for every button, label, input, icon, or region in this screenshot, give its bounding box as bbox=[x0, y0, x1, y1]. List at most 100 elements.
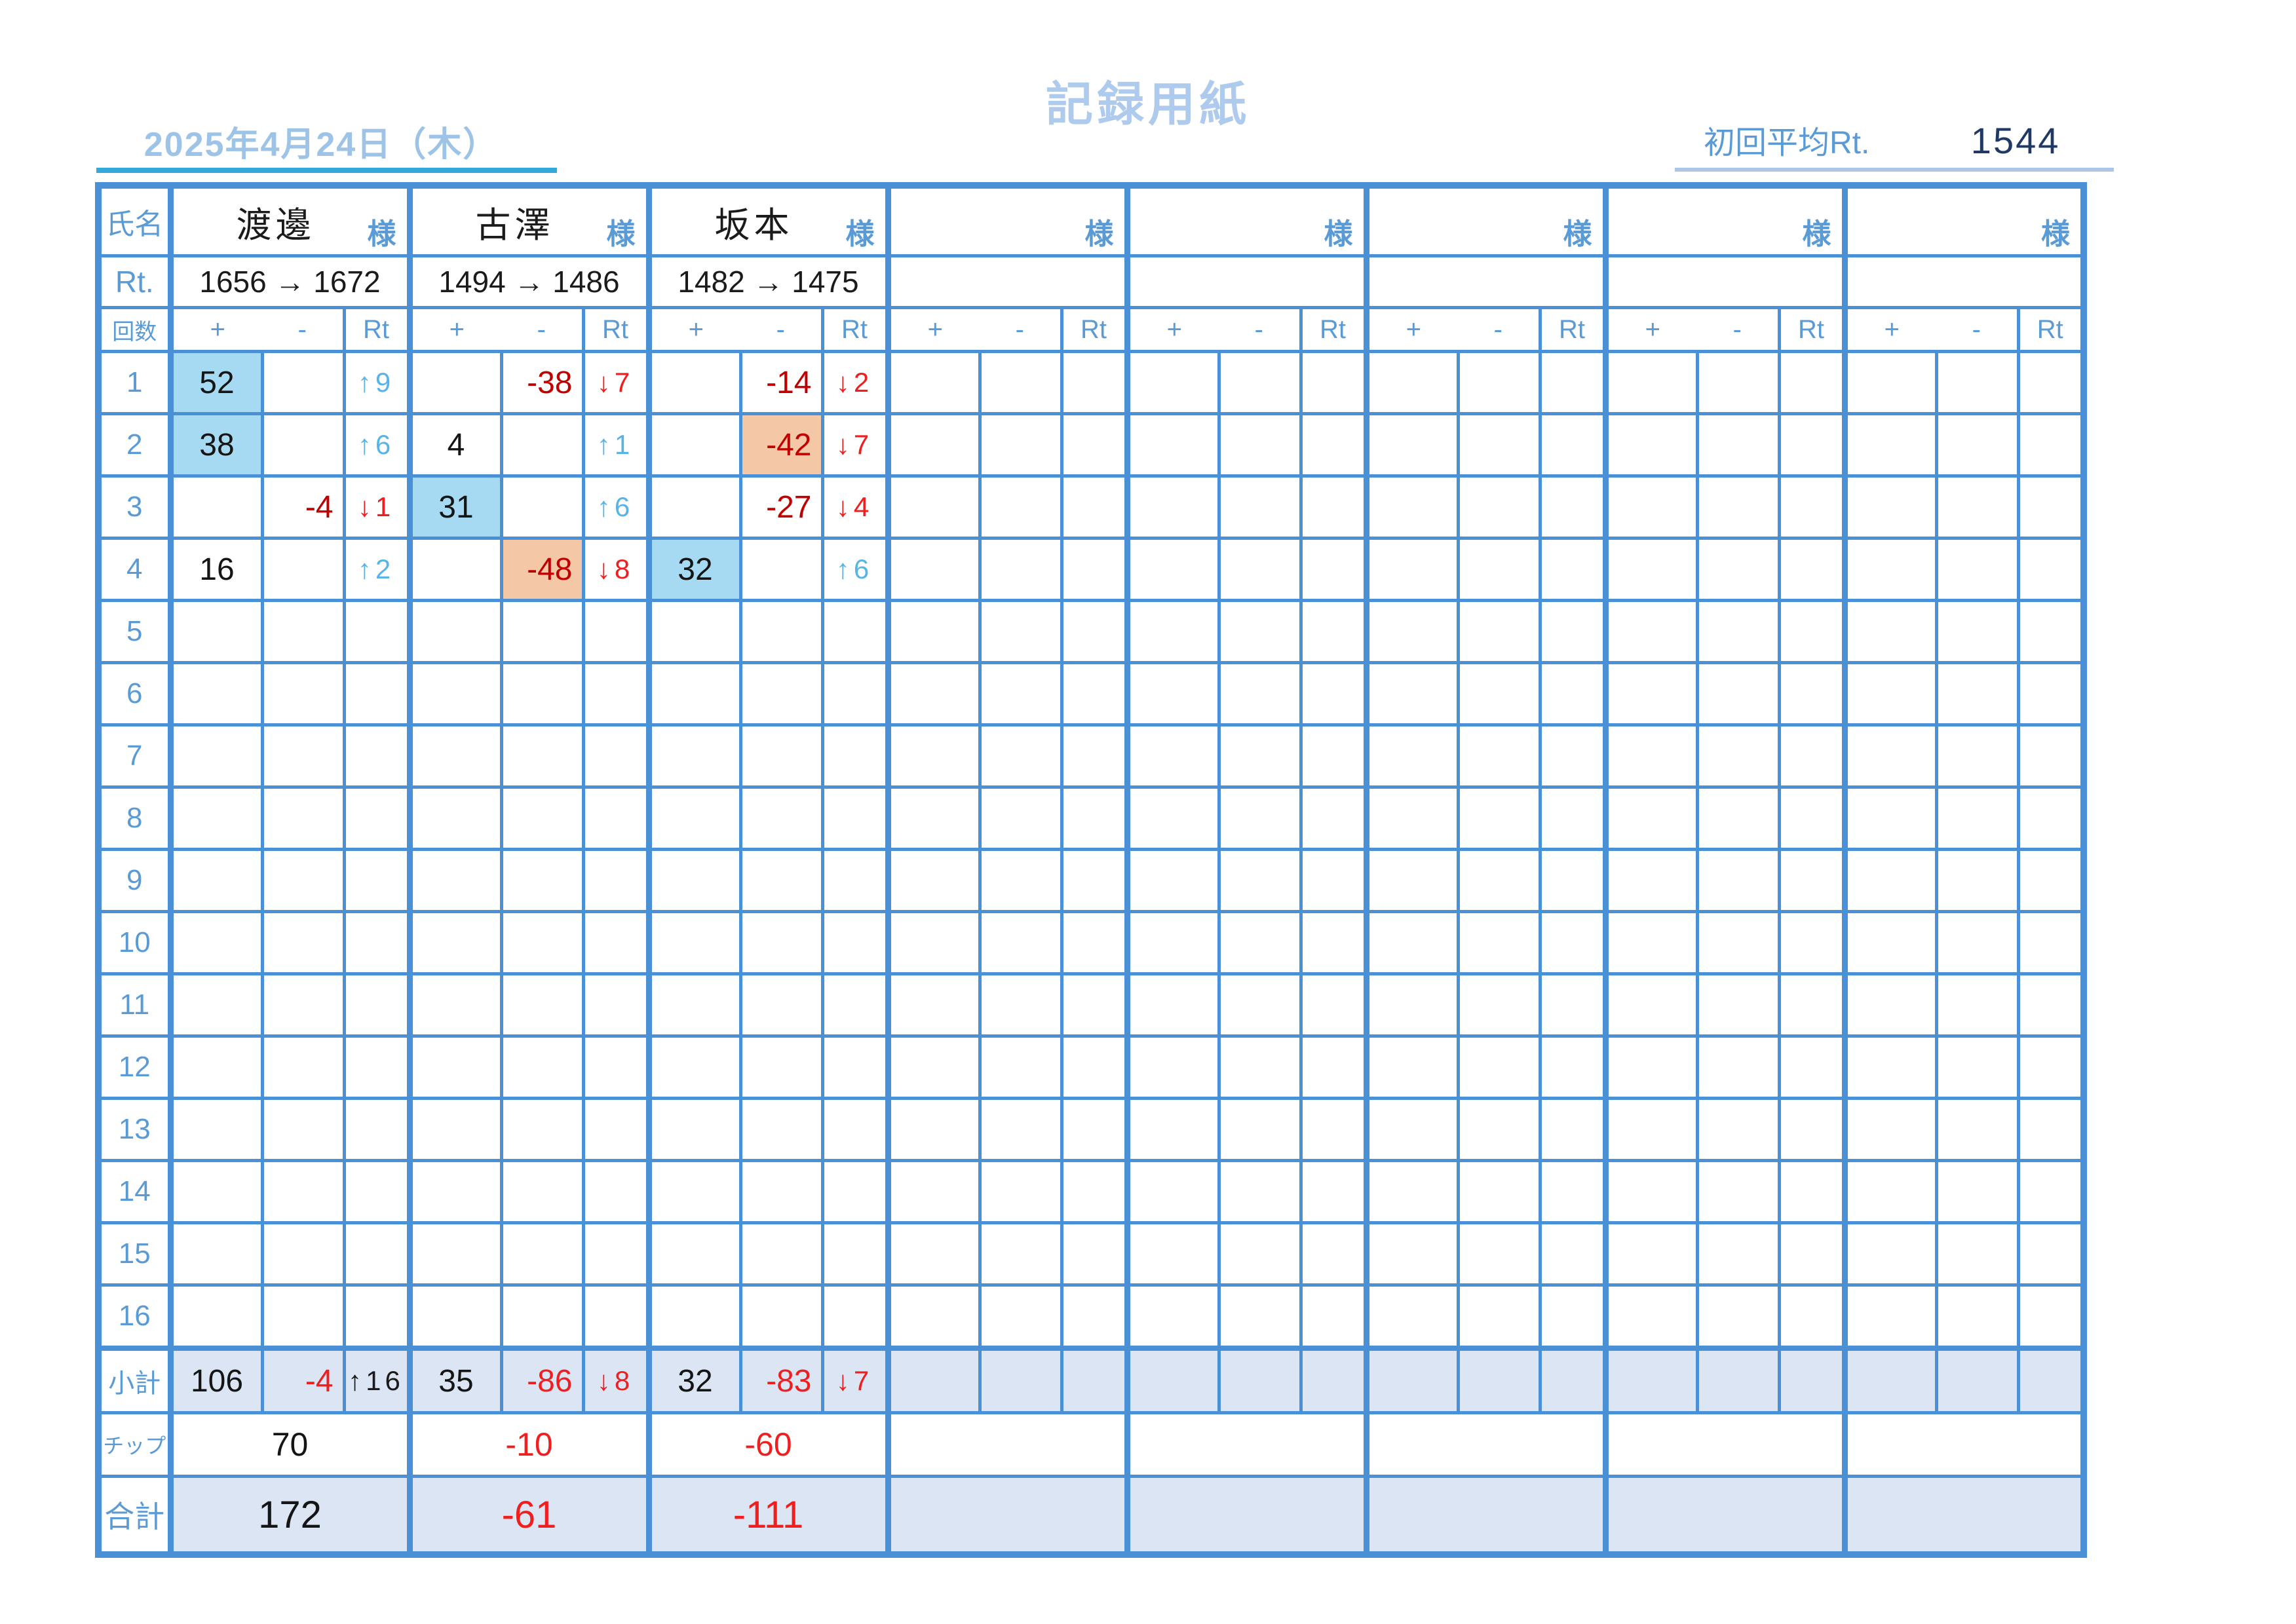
score-minus-cell bbox=[260, 412, 346, 478]
player-name-cell: 様 bbox=[1125, 183, 1369, 257]
score-plus-cell bbox=[647, 972, 741, 1038]
player-name-cell: 古澤 様 bbox=[408, 183, 652, 257]
score-minus-cell bbox=[260, 1159, 346, 1224]
score-plus-cell bbox=[408, 972, 502, 1038]
score-minus-cell bbox=[260, 848, 346, 913]
score-minus-cell bbox=[1934, 848, 2020, 913]
rt-change-cell bbox=[820, 910, 891, 975]
score-minus-cell bbox=[260, 1034, 346, 1100]
round-row: 1 52 ↑9 -38 ↓7 -14 ↓2 bbox=[96, 350, 2087, 415]
rt-change-cell bbox=[820, 848, 891, 913]
rt-change-cell bbox=[1060, 474, 1130, 540]
score-minus-cell bbox=[978, 848, 1063, 913]
score-plus-cell bbox=[886, 848, 980, 913]
score-plus-cell bbox=[1364, 350, 1459, 415]
score-plus-cell bbox=[886, 910, 980, 975]
rt-change-cell bbox=[1777, 1221, 1848, 1287]
score-plus-cell bbox=[408, 1034, 502, 1100]
round-number: 12 bbox=[96, 1034, 174, 1100]
rt-change-cell bbox=[1538, 1221, 1609, 1287]
rt-transition-cell bbox=[1125, 254, 1369, 309]
score-minus-cell bbox=[1934, 350, 2020, 415]
score-minus-cell bbox=[1934, 1221, 2020, 1287]
score-plus-cell bbox=[1364, 1221, 1459, 1287]
rt-change-cell bbox=[2016, 537, 2087, 602]
score-minus-cell bbox=[978, 1097, 1063, 1162]
rt-change-cell bbox=[1538, 537, 1609, 602]
score-plus-cell bbox=[1603, 910, 1698, 975]
score-minus-cell bbox=[260, 785, 346, 851]
score-minus-cell bbox=[978, 1221, 1063, 1287]
score-minus-cell bbox=[1456, 1283, 1542, 1351]
rt-change-cell: ↓4 bbox=[820, 474, 891, 540]
score-minus-cell bbox=[499, 1159, 585, 1224]
rt-change-cell bbox=[1060, 723, 1130, 789]
rt-change-cell bbox=[1777, 661, 1848, 727]
score-minus-cell bbox=[1217, 972, 1303, 1038]
round-number: 11 bbox=[96, 972, 174, 1038]
rt-change-cell bbox=[581, 599, 652, 664]
score-minus-cell bbox=[978, 1283, 1063, 1351]
score-minus-cell bbox=[1934, 1283, 2020, 1351]
rt-change-cell bbox=[1060, 661, 1130, 727]
rt-change-cell bbox=[1538, 1097, 1609, 1162]
subtotal-rt-cell bbox=[1299, 1346, 1369, 1414]
rt-change-cell bbox=[820, 1034, 891, 1100]
score-plus-cell bbox=[886, 474, 980, 540]
avg-rt-value: 1544 bbox=[1970, 120, 2061, 161]
score-minus-cell bbox=[738, 1034, 824, 1100]
score-minus-cell bbox=[1217, 1221, 1303, 1287]
score-plus-cell bbox=[647, 848, 741, 913]
score-minus-cell bbox=[1934, 972, 2020, 1038]
round-number: 1 bbox=[96, 350, 174, 415]
rt-change-cell bbox=[1538, 972, 1609, 1038]
subtotal-minus-cell bbox=[1217, 1346, 1303, 1414]
rt-change-cell bbox=[2016, 661, 2087, 727]
score-plus-cell bbox=[1603, 474, 1698, 540]
initial-average-rt: 初回平均Rt. 1544 bbox=[1675, 117, 2114, 162]
player-name-inner: 様 bbox=[1609, 189, 1839, 253]
total-value-cell: 172 bbox=[168, 1475, 413, 1557]
score-plus-cell bbox=[1603, 1221, 1698, 1287]
rt-change-cell bbox=[581, 1283, 652, 1351]
score-plus-cell bbox=[1843, 848, 1937, 913]
score-minus-cell bbox=[1934, 1034, 2020, 1100]
score-plus-cell bbox=[1125, 1221, 1219, 1287]
score-plus-cell bbox=[168, 1097, 263, 1162]
score-minus-cell bbox=[738, 972, 824, 1038]
rt-header: Rt bbox=[342, 306, 413, 353]
score-plus-cell bbox=[1364, 474, 1459, 540]
subtotal-plus-cell bbox=[1364, 1346, 1459, 1414]
rt-change-cell bbox=[1060, 537, 1130, 602]
score-minus-cell bbox=[1695, 1034, 1781, 1100]
score-plus-cell bbox=[408, 537, 502, 602]
score-plus-cell: 32 bbox=[647, 537, 741, 602]
rt-transition-cell bbox=[1364, 254, 1609, 309]
score-minus-cell bbox=[1217, 537, 1303, 602]
round-row: 4 16 ↑2 -48 ↓8 32 ↑6 bbox=[96, 537, 2087, 602]
rt-change-cell bbox=[1060, 1221, 1130, 1287]
rt-change-cell bbox=[1777, 1159, 1848, 1224]
rt-change-cell bbox=[2016, 350, 2087, 415]
date-label: 2025年4月24日（木） bbox=[144, 126, 499, 164]
score-plus-cell bbox=[1603, 1159, 1698, 1224]
score-minus-cell bbox=[978, 412, 1063, 478]
minus-header: - bbox=[499, 306, 585, 353]
player-name-inner: 様 bbox=[1848, 189, 2078, 253]
score-minus-cell bbox=[1695, 1159, 1781, 1224]
rt-transition-cell: 1494 → 1486 bbox=[408, 254, 652, 309]
round-row: 12 bbox=[96, 1034, 2087, 1100]
score-minus-cell bbox=[1217, 1097, 1303, 1162]
score-minus-cell bbox=[1456, 1159, 1542, 1224]
rt-transition-cell bbox=[1843, 254, 2087, 309]
player-name-cell: 渡邊 様 bbox=[168, 183, 413, 257]
rt-change-cell bbox=[581, 1097, 652, 1162]
score-minus-cell bbox=[1217, 474, 1303, 540]
score-minus-cell bbox=[738, 723, 824, 789]
chip-value-cell: 70 bbox=[168, 1411, 413, 1478]
score-plus-cell bbox=[886, 1221, 980, 1287]
subtotal-plus-cell bbox=[1843, 1346, 1937, 1414]
chip-value-cell: -10 bbox=[408, 1411, 652, 1478]
score-minus-cell bbox=[1456, 1034, 1542, 1100]
score-plus-cell bbox=[408, 661, 502, 727]
